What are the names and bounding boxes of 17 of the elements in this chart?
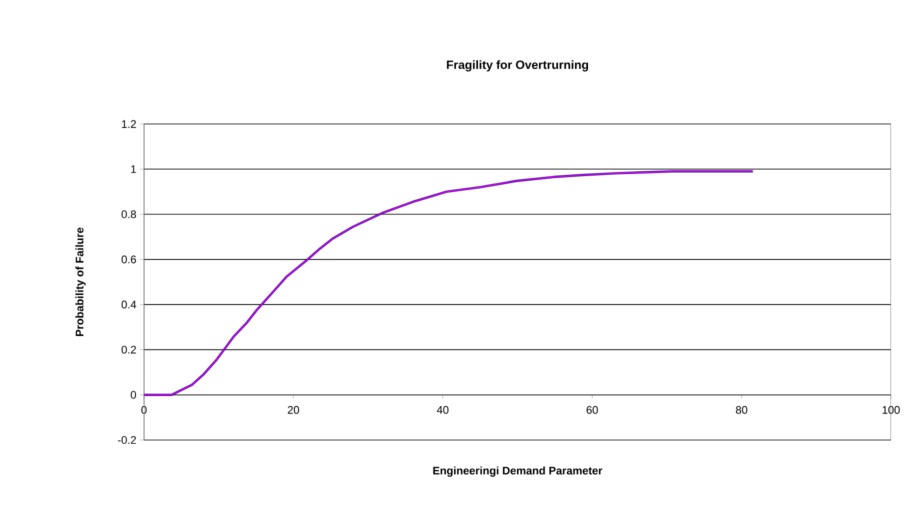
y-tick-label: 0.2 bbox=[122, 346, 136, 354]
chart-title: Fragility for Overtrurning bbox=[446, 60, 588, 72]
x-tick-label: 20 bbox=[288, 406, 300, 414]
x-tick-label: 0 bbox=[141, 406, 147, 414]
y-tick-label: 0 bbox=[130, 390, 136, 399]
y-tick-label: -0.2 bbox=[118, 436, 136, 444]
y-tick-label: 0.8 bbox=[122, 210, 136, 218]
x-tick-label: 100 bbox=[882, 406, 900, 414]
y-tick-label: 0.6 bbox=[122, 256, 136, 264]
y-axis-title: Probability of Failure bbox=[75, 228, 86, 336]
x-axis-title: Engineeringi Demand Parameter bbox=[433, 466, 602, 477]
y-tick-label: 1 bbox=[131, 165, 136, 173]
x-tick-label: 60 bbox=[586, 406, 598, 414]
y-tick-label: 0.4 bbox=[122, 300, 136, 308]
y-tick-label: 1.2 bbox=[122, 120, 136, 128]
x-tick-label: 80 bbox=[736, 406, 748, 414]
x-tick-label: 40 bbox=[436, 406, 448, 414]
